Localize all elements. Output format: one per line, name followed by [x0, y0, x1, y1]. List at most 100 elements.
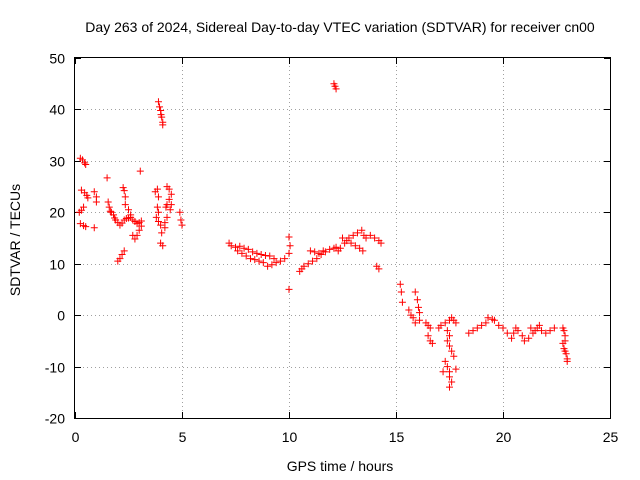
- data-point: [255, 257, 263, 265]
- data-point: [133, 231, 141, 239]
- data-point: [236, 242, 244, 250]
- data-point: [286, 242, 294, 250]
- data-point: [285, 233, 293, 241]
- data-point: [542, 329, 550, 337]
- data-point: [313, 255, 321, 263]
- data-point: [84, 194, 92, 202]
- data-point: [396, 280, 404, 288]
- data-point: [153, 185, 161, 193]
- data-point: [154, 218, 162, 226]
- data-point: [448, 378, 456, 386]
- data-point: [121, 201, 129, 209]
- data-point: [261, 251, 269, 259]
- data-point: [465, 329, 473, 337]
- data-point: [251, 256, 259, 264]
- data-point: [499, 324, 507, 332]
- data-point: [158, 113, 166, 121]
- data-point: [562, 350, 570, 358]
- data-point: [439, 368, 447, 376]
- data-point: [473, 324, 481, 332]
- data-point: [336, 244, 344, 252]
- data-point: [426, 324, 434, 332]
- data-point: [377, 239, 385, 247]
- data-point: [495, 321, 503, 329]
- data-point: [452, 319, 460, 327]
- data-point: [118, 250, 126, 258]
- data-point: [428, 339, 436, 347]
- data-point: [535, 321, 543, 329]
- data-point: [490, 316, 498, 324]
- data-point: [414, 303, 422, 311]
- data-point: [246, 255, 254, 263]
- data-point: [176, 208, 184, 216]
- data-point: [520, 337, 528, 345]
- data-point: [244, 245, 252, 253]
- data-point: [332, 243, 340, 251]
- data-point: [276, 257, 284, 265]
- data-point: [127, 211, 135, 219]
- data-point: [253, 249, 261, 257]
- x-tick-label: 15: [389, 429, 405, 445]
- chart-title: Day 263 of 2024, Sidereal Day-to-day VTE…: [85, 19, 595, 35]
- data-point: [159, 242, 167, 250]
- data-point: [353, 229, 361, 237]
- data-point: [137, 222, 145, 230]
- data-point: [448, 347, 456, 355]
- data-point: [110, 211, 118, 219]
- data-point: [154, 98, 162, 106]
- data-point: [441, 319, 449, 327]
- data-point: [270, 255, 278, 263]
- data-point: [366, 231, 374, 239]
- data-point: [154, 208, 162, 216]
- data-point: [319, 247, 327, 255]
- data-point: [157, 221, 165, 229]
- data-point: [120, 247, 128, 255]
- data-point: [264, 262, 272, 270]
- data-point: [177, 216, 185, 224]
- data-point: [131, 235, 139, 243]
- data-point: [240, 244, 248, 252]
- data-point: [158, 229, 166, 237]
- data-point: [281, 255, 289, 263]
- data-point: [154, 193, 162, 201]
- data-point: [285, 249, 293, 257]
- x-tick-label: 5: [179, 429, 187, 445]
- data-point: [309, 257, 317, 265]
- data-point: [398, 298, 406, 306]
- data-point: [527, 324, 535, 332]
- y-tick-label: 40: [49, 102, 65, 118]
- data-point: [484, 314, 492, 322]
- data-point: [375, 265, 383, 273]
- data-point: [178, 221, 186, 229]
- data-point: [397, 288, 405, 296]
- data-point: [514, 327, 522, 335]
- data-point: [550, 324, 558, 332]
- data-point: [349, 231, 357, 239]
- data-point: [446, 342, 453, 350]
- data-point: [167, 190, 175, 198]
- data-point: [446, 383, 453, 391]
- y-tick-label: -10: [45, 360, 65, 376]
- x-axis-label: GPS time / hours: [287, 458, 394, 474]
- data-point: [452, 365, 460, 373]
- data-point: [351, 242, 359, 250]
- x-tick-labels: 0 5 10 15 20 25: [72, 429, 619, 445]
- data-point: [437, 321, 445, 329]
- data-point: [347, 239, 355, 247]
- data-point: [268, 261, 276, 269]
- data-point: [125, 206, 132, 214]
- data-point: [272, 259, 280, 267]
- data-point: [510, 329, 518, 337]
- data-point: [343, 237, 351, 245]
- y-tick-label: -20: [45, 411, 65, 427]
- data-point: [161, 224, 169, 232]
- y-tick-label: 50: [49, 51, 65, 67]
- x-tick-label: 20: [496, 429, 512, 445]
- data-point: [116, 255, 124, 263]
- data-point: [518, 332, 526, 340]
- data-point: [163, 213, 171, 221]
- data-point: [559, 339, 567, 347]
- data-point: [525, 334, 533, 342]
- plot-frame: [74, 57, 611, 419]
